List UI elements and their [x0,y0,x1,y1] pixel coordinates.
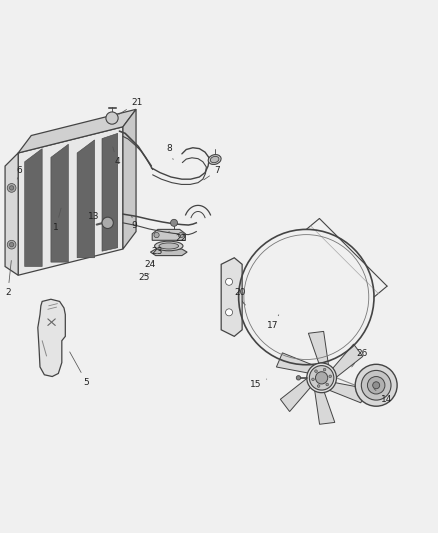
Text: 9: 9 [132,216,138,230]
Ellipse shape [155,241,183,251]
Polygon shape [280,378,311,411]
Polygon shape [5,153,18,275]
Polygon shape [123,109,136,249]
Circle shape [10,185,14,190]
Circle shape [326,383,328,386]
Text: 5: 5 [70,352,89,387]
Text: 15: 15 [250,379,267,389]
Polygon shape [328,383,367,403]
Text: 13: 13 [88,212,99,221]
Circle shape [315,372,328,384]
Circle shape [7,240,16,249]
Circle shape [314,370,317,373]
Polygon shape [25,149,42,266]
Text: 21: 21 [119,98,143,115]
Polygon shape [77,140,95,258]
Text: 7: 7 [204,166,220,180]
Circle shape [367,376,385,394]
Text: 26: 26 [352,349,368,367]
Circle shape [317,385,320,387]
Text: 4: 4 [113,147,120,166]
Text: 23: 23 [151,247,162,256]
Polygon shape [276,353,314,373]
Circle shape [226,309,233,316]
Polygon shape [314,390,335,424]
Polygon shape [18,109,136,153]
Circle shape [355,364,397,406]
Circle shape [102,217,113,229]
Text: 20: 20 [234,288,246,297]
Circle shape [373,382,380,389]
Text: 22: 22 [169,231,187,243]
Text: 8: 8 [166,144,173,159]
Circle shape [10,243,14,247]
Polygon shape [152,229,185,240]
Ellipse shape [159,243,179,249]
Circle shape [7,183,16,192]
Polygon shape [51,144,68,262]
Polygon shape [38,299,65,376]
Text: 24: 24 [145,260,156,269]
Text: 17: 17 [267,315,279,330]
Polygon shape [221,258,242,336]
Circle shape [323,368,326,371]
Text: 1: 1 [53,208,61,232]
Polygon shape [18,127,123,275]
Circle shape [309,366,334,390]
Polygon shape [150,249,187,256]
Polygon shape [308,332,328,366]
Text: 14: 14 [374,389,392,404]
Circle shape [154,232,159,238]
Circle shape [170,220,177,227]
Polygon shape [102,133,118,251]
Text: 25: 25 [138,273,150,282]
Circle shape [307,363,336,393]
Text: 2: 2 [5,261,11,297]
Polygon shape [332,344,363,378]
Circle shape [296,376,300,380]
Circle shape [106,112,118,124]
Circle shape [226,278,233,285]
Ellipse shape [210,156,219,163]
Circle shape [361,370,391,400]
Circle shape [178,232,184,238]
Text: 6: 6 [16,166,22,179]
Circle shape [312,378,314,381]
Circle shape [329,375,332,377]
Ellipse shape [208,155,221,165]
